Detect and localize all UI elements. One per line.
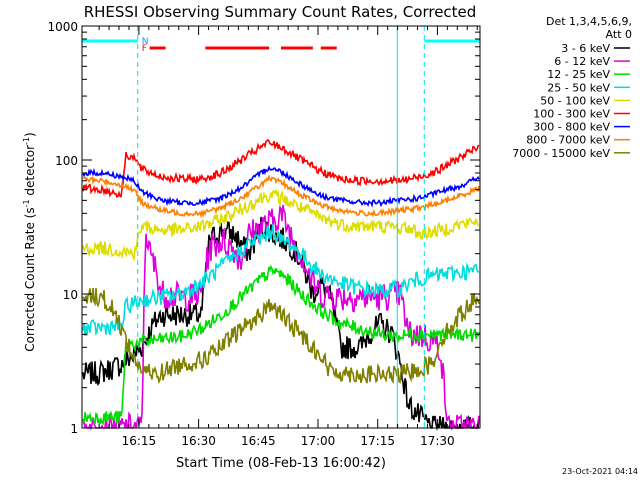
legend-label-4: 50 - 100 keV (540, 94, 610, 107)
y-tick-label: 100 (55, 154, 78, 168)
legend-label-8: 7000 - 15000 keV (512, 147, 610, 160)
series-line-1 (82, 204, 480, 431)
series-line-6 (82, 165, 480, 208)
chart-title: RHESSI Observing Summary Count Rates, Co… (84, 3, 477, 21)
legend-label-5: 100 - 300 keV (533, 108, 610, 121)
x-tick-label: 17:15 (360, 434, 395, 448)
series-line-7 (82, 174, 480, 219)
y-tick-label: 10 (63, 288, 78, 302)
series-line-3 (82, 224, 480, 337)
x-tick-label: 17:30 (420, 434, 455, 448)
y-axis-label-sup-1: -1 (22, 199, 31, 207)
y-axis-label: Corrected Count Rate (s-1 detector-1) (22, 132, 37, 351)
legend-label-1: 6 - 12 keV (554, 55, 610, 68)
series-line-4 (82, 188, 480, 262)
x-tick-label: 16:15 (122, 434, 157, 448)
legend-label-6: 300 - 800 keV (533, 121, 610, 134)
series-line-0 (82, 216, 480, 432)
legend-label-0: 3 - 6 keV (561, 42, 610, 55)
y-axis-label-sup-2: -1 (22, 137, 31, 145)
series-line-5 (82, 138, 480, 199)
plot-frame (81, 25, 481, 429)
y-axis-label-part-3: ) (23, 132, 37, 137)
legend-label-7: 800 - 7000 keV (526, 134, 610, 147)
series-line-8 (82, 287, 480, 385)
legend-label-2: 12 - 25 keV (547, 68, 610, 81)
x-tick-label: 17:00 (301, 434, 336, 448)
y-axis-label-part-1: Corrected Count Rate (s (23, 207, 37, 351)
legend-header-line-2: Att 0 (606, 28, 632, 41)
x-tick-label: 16:45 (241, 434, 276, 448)
flag-label-n: N (142, 37, 149, 47)
legend-label-3: 25 - 50 keV (547, 81, 610, 94)
flag-label-f: F (142, 44, 147, 54)
x-tick-label: 16:30 (181, 434, 216, 448)
legend-header-line-1: Det 1,3,4,5,6,9, (546, 15, 632, 28)
y-axis-label-part-2: detector (23, 145, 37, 200)
series-line-2 (82, 264, 480, 426)
y-tick-label: 1000 (47, 20, 78, 34)
footer-timestamp: 23-Oct-2021 04:14 (562, 467, 638, 476)
plot-area: NF 1 10 100 1000 16:15 16:30 16:45 17:00 17:15 17:… (47, 20, 481, 448)
y-tick-label: 1 (70, 422, 78, 436)
x-axis-label: Start Time (08-Feb-13 16:00:42) (176, 456, 386, 471)
